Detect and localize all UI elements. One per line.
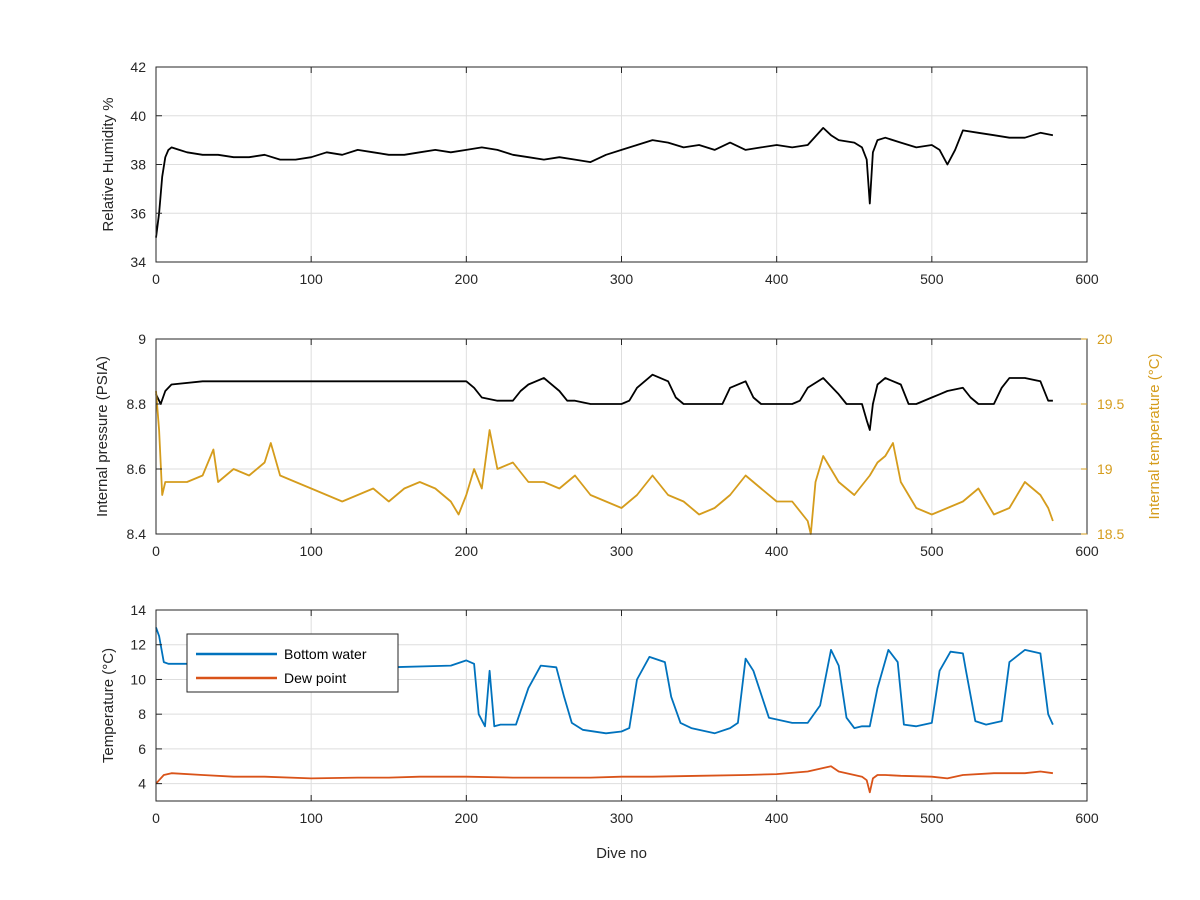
y-right-tick-label: 19.5 <box>1097 396 1124 412</box>
y-tick-label: 8.8 <box>127 396 147 412</box>
x-tick-label: 400 <box>765 543 789 559</box>
y-tick-label: 4 <box>138 776 146 792</box>
y-axis-label: Relative Humidity % <box>100 97 117 231</box>
legend-box <box>186 633 399 693</box>
x-tick-label: 600 <box>1075 543 1099 559</box>
x-tick-label: 0 <box>152 543 160 559</box>
series-line-2-1 <box>155 373 1053 431</box>
y-right-axis-label: Internal temperature (°C) <box>1146 353 1163 519</box>
series-line-3-1 <box>155 627 1054 735</box>
x-tick-label: 400 <box>765 271 789 287</box>
x-tick-label: 100 <box>299 271 323 287</box>
y-axis-label: Internal pressure (PSIA) <box>94 356 111 517</box>
y-axis-label: Temperature (°C) <box>100 648 117 763</box>
x-tick-label: 300 <box>610 543 634 559</box>
x-tick-label: 400 <box>765 810 789 826</box>
y-tick-label: 10 <box>130 671 146 687</box>
y-tick-label: 34 <box>130 254 146 270</box>
x-tick-label: 300 <box>610 271 634 287</box>
x-tick-label: 100 <box>299 543 323 559</box>
y-tick-label: 40 <box>130 108 146 124</box>
x-tick-label: 200 <box>455 810 479 826</box>
x-tick-label: 600 <box>1075 271 1099 287</box>
y-tick-label: 8 <box>138 706 146 722</box>
y-tick-label: 36 <box>130 205 146 221</box>
series-line-1-1 <box>155 127 1054 238</box>
x-tick-label: 100 <box>299 810 323 826</box>
y-tick-label: 8.6 <box>127 461 147 477</box>
x-tick-label: 500 <box>920 271 944 287</box>
y-tick-label: 9 <box>138 331 146 347</box>
x-tick-label: 0 <box>152 810 160 826</box>
legend-entry: Dew point <box>284 670 346 686</box>
x-tick-label: 600 <box>1075 810 1099 826</box>
y-tick-label: 6 <box>138 741 146 757</box>
y-right-tick-label: 19 <box>1097 461 1113 477</box>
legend-entry: Bottom water <box>284 646 367 662</box>
series-line-2-2 <box>155 390 1054 535</box>
subplot-2: 0 100 200 300 400 500 600 8.4 8.6 8.8 9 18.5 19 19.5 2… <box>94 331 1163 559</box>
x-tick-label: 0 <box>152 271 160 287</box>
legend: Bottom water Dew point <box>186 633 399 693</box>
x-tick-label: 200 <box>455 543 479 559</box>
x-tick-label: 500 <box>920 810 944 826</box>
y-right-tick-label: 20 <box>1097 331 1113 347</box>
x-tick-label: 300 <box>610 810 634 826</box>
y-tick-label: 14 <box>130 602 146 618</box>
x-axis-label: Dive no <box>596 845 647 862</box>
subplot-1: 0 100 200 300 400 500 600 34 36 38 40 42 Relative Hu… <box>100 59 1099 287</box>
series-line-3-2 <box>155 765 1054 794</box>
y-tick-label: 12 <box>130 637 146 653</box>
y-tick-label: 8.4 <box>127 526 147 542</box>
y-tick-label: 42 <box>130 59 146 75</box>
y-tick-label: 38 <box>130 157 146 173</box>
x-tick-label: 200 <box>455 271 479 287</box>
y-right-tick-label: 18.5 <box>1097 526 1124 542</box>
subplot-3: 0 100 200 300 400 500 600 4 6 8 10 12 14 Temperature … <box>100 602 1099 862</box>
x-tick-label: 500 <box>920 543 944 559</box>
